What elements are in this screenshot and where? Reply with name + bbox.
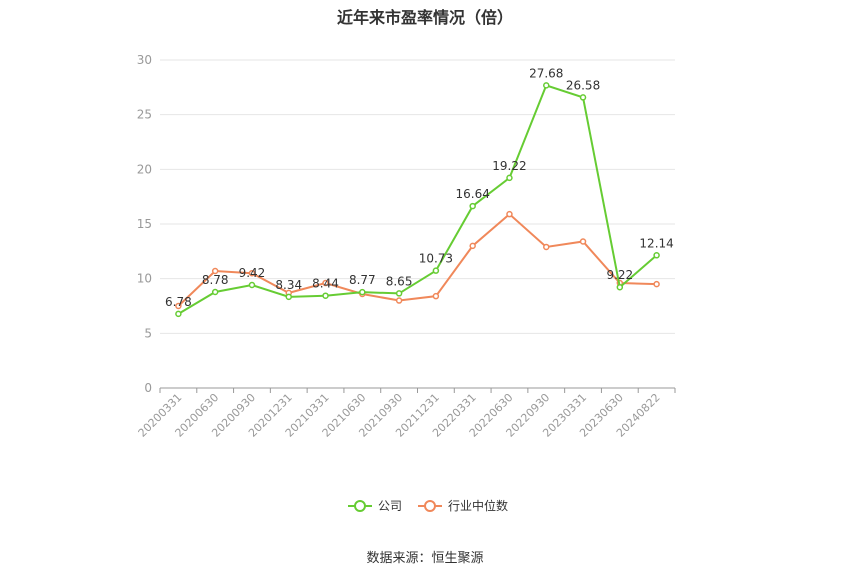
data-point bbox=[285, 293, 292, 301]
data-point bbox=[653, 252, 660, 259]
data-point bbox=[653, 280, 660, 288]
data-point bbox=[175, 310, 182, 318]
data-point bbox=[579, 94, 587, 101]
data-point bbox=[395, 290, 403, 297]
data-point bbox=[359, 288, 366, 296]
y-tick-label: 15 bbox=[137, 217, 152, 231]
legend-label: 行业中位数 bbox=[448, 498, 508, 513]
data-point bbox=[543, 243, 550, 251]
data-point bbox=[248, 281, 256, 289]
y-tick-label: 30 bbox=[137, 53, 152, 67]
data-label: 26.58 bbox=[566, 78, 600, 92]
data-point bbox=[543, 82, 550, 89]
y-tick-label: 10 bbox=[137, 272, 152, 286]
data-point bbox=[616, 283, 624, 291]
data-point bbox=[506, 210, 513, 218]
y-tick-label: 25 bbox=[137, 108, 152, 122]
data-label: 8.78 bbox=[202, 273, 229, 287]
data-point bbox=[579, 238, 587, 245]
data-point bbox=[211, 288, 219, 296]
data-label: 8.65 bbox=[386, 274, 413, 288]
data-point bbox=[432, 267, 440, 274]
data-label: 9.22 bbox=[606, 268, 633, 282]
legend-marker-1 bbox=[424, 500, 436, 512]
data-point bbox=[395, 297, 403, 304]
data-point bbox=[469, 242, 476, 250]
data-point bbox=[322, 279, 329, 287]
data-point bbox=[211, 267, 219, 275]
chart-title: 近年来市盈率情况（倍） bbox=[336, 8, 513, 27]
data-label: 8.34 bbox=[275, 278, 302, 292]
data-point bbox=[175, 302, 182, 310]
y-tick-label: 5 bbox=[144, 326, 152, 340]
series-line-0 bbox=[177, 84, 658, 315]
y-tick-label: 20 bbox=[137, 162, 152, 176]
data-point bbox=[322, 292, 329, 299]
data-label: 19.22 bbox=[492, 159, 526, 173]
data-source: 数据来源：恒生聚源 bbox=[366, 551, 484, 566]
legend-label: 公司 bbox=[378, 499, 402, 513]
data-label: 16.64 bbox=[455, 187, 489, 201]
series-line-1 bbox=[177, 212, 657, 307]
data-point bbox=[469, 202, 476, 210]
data-label: 12.14 bbox=[639, 236, 673, 250]
data-point bbox=[506, 174, 513, 182]
y-tick-label: 0 bbox=[144, 381, 152, 395]
data-label: 10.73 bbox=[419, 252, 453, 266]
data-label: 8.44 bbox=[312, 277, 339, 291]
data-label: 9.42 bbox=[239, 266, 266, 280]
data-label: 27.68 bbox=[529, 66, 563, 80]
data-label: 6.78 bbox=[165, 295, 192, 309]
data-label: 8.77 bbox=[349, 273, 376, 287]
legend-marker-0 bbox=[354, 500, 366, 512]
data-point bbox=[248, 269, 256, 277]
data-point bbox=[432, 292, 440, 300]
